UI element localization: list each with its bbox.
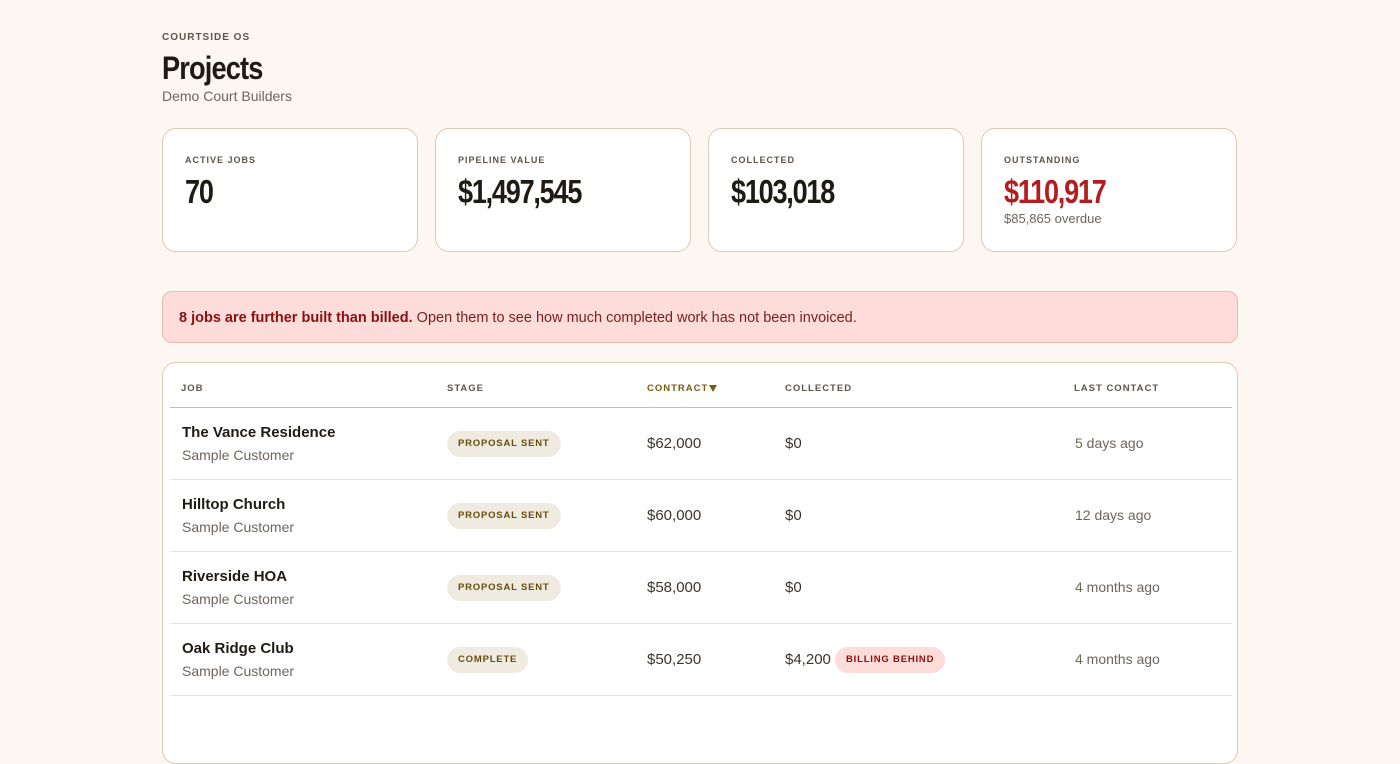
subtitle: Demo Court Builders bbox=[162, 88, 292, 104]
stage-badge: PROPOSAL SENT bbox=[447, 503, 561, 529]
customer-name: Sample Customer bbox=[182, 591, 295, 607]
customer-name: Sample Customer bbox=[182, 519, 295, 535]
last-contact: 4 months ago bbox=[1075, 651, 1160, 667]
stat-card: OUTSTANDING $110,917 $85,865 overdue bbox=[981, 128, 1237, 252]
contract-value: $62,000 bbox=[647, 435, 702, 452]
last-contact: 12 days ago bbox=[1075, 507, 1152, 523]
job-name: Hilltop Church bbox=[182, 496, 286, 513]
table-row[interactable]: Oak Ridge Club Sample Customer COMPLETE $50… bbox=[170, 624, 1232, 696]
job-name: Riverside HOA bbox=[182, 568, 288, 585]
alert-strong: 8 jobs are further built than billed. bbox=[179, 310, 413, 326]
header-rule bbox=[170, 407, 1232, 408]
stat-value: $1,497,545 bbox=[458, 173, 582, 210]
table-row[interactable]: The Vance Residence Sample Customer PROPOS… bbox=[170, 408, 1232, 480]
column-header: COLLECTED bbox=[785, 383, 853, 394]
stat-card: ACTIVE JOBS 70 bbox=[162, 128, 418, 252]
contract-value: $58,000 bbox=[647, 579, 702, 596]
stat-label: ACTIVE JOBS bbox=[185, 155, 257, 165]
contract-value: $60,000 bbox=[647, 507, 702, 524]
column-header: LAST CONTACT bbox=[1074, 383, 1160, 394]
table-row[interactable]: Riverside HOA Sample Customer PROPOSAL SEN… bbox=[170, 552, 1232, 624]
alert: 8 jobs are further built than billed. Op… bbox=[162, 291, 1238, 343]
collected-value: $0 bbox=[785, 507, 802, 524]
stat-card: COLLECTED $103,018 bbox=[708, 128, 964, 252]
page-title: Projects bbox=[162, 50, 263, 86]
page: Projects {"header": {"eyebrow": "COURTSI… bbox=[162, 32, 1238, 764]
projects-table: JOB STAGE CONTRACT COLLECTED LAST CONTACT The… bbox=[162, 362, 1238, 764]
billing-flag: BILLING BEHIND bbox=[835, 647, 946, 673]
stat-card: PIPELINE VALUE $1,497,545 bbox=[435, 128, 691, 252]
column-header: STAGE bbox=[447, 383, 485, 394]
collected-value: $0 bbox=[785, 579, 802, 596]
body: COURTSIDE OS Projects Demo Court Builder… bbox=[162, 32, 1238, 764]
stage-badge: PROPOSAL SENT bbox=[447, 575, 561, 601]
sort-indicator bbox=[709, 385, 717, 392]
contract-value: $50,250 bbox=[647, 651, 702, 668]
stat-note: $85,865 overdue bbox=[1004, 211, 1102, 226]
stat-value: 70 bbox=[185, 173, 214, 210]
stage-badge: COMPLETE bbox=[447, 647, 529, 673]
job-name: The Vance Residence bbox=[182, 424, 336, 441]
stat-label: PIPELINE VALUE bbox=[458, 155, 546, 165]
table-row[interactable]: Hilltop Church Sample Customer PROPOSAL SE… bbox=[170, 480, 1232, 552]
alert-text: Open them to see how much completed work… bbox=[416, 310, 857, 326]
last-contact: 5 days ago bbox=[1075, 435, 1144, 451]
customer-name: Sample Customer bbox=[182, 447, 295, 463]
eyebrow: COURTSIDE OS bbox=[162, 32, 251, 43]
sort-arrow bbox=[709, 385, 717, 392]
collected-value: $0 bbox=[785, 435, 802, 452]
job-name: Oak Ridge Club bbox=[182, 640, 294, 657]
stage-badge: PROPOSAL SENT bbox=[447, 431, 561, 457]
last-contact: 4 months ago bbox=[1075, 579, 1160, 595]
column-header: JOB bbox=[181, 383, 204, 394]
stat-value: $103,018 bbox=[731, 173, 835, 210]
customer-name: Sample Customer bbox=[182, 663, 295, 679]
stat-label: COLLECTED bbox=[731, 155, 795, 165]
collected-value: $4,200 bbox=[785, 651, 831, 668]
column-header[interactable]: CONTRACT bbox=[647, 383, 717, 394]
stat-label: OUTSTANDING bbox=[1004, 155, 1081, 165]
stat-value: $110,917 bbox=[1004, 173, 1107, 210]
